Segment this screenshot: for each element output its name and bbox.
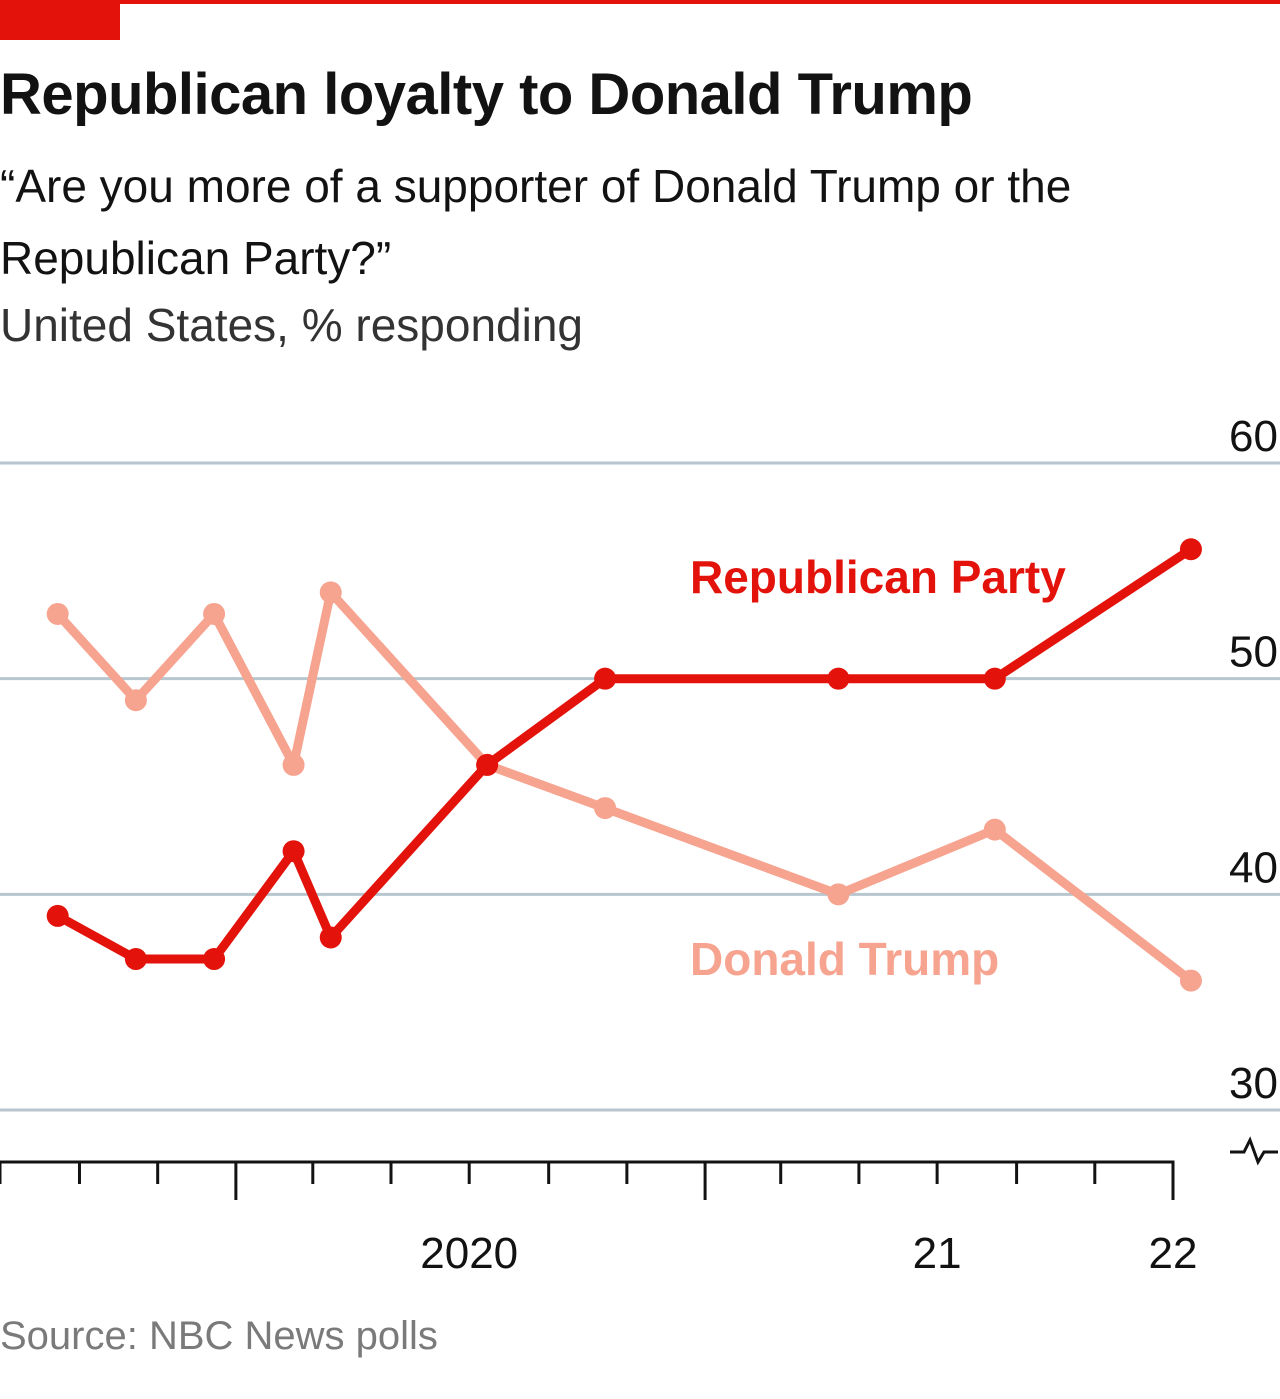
series-line-republican-party <box>53 544 1196 964</box>
data-point-republican-party <box>594 667 617 690</box>
y-axis-tick-labels: 30 40 50 60 <box>1229 412 1278 1166</box>
gridlines <box>0 461 1280 1112</box>
series-line-donald-trump <box>53 587 1196 986</box>
y-tick-label-60: 60 <box>1229 412 1278 461</box>
series-label-republican-party: Republican Party <box>690 551 1066 603</box>
series-lines <box>46 538 1202 992</box>
y-tick-label-40: 40 <box>1229 843 1278 892</box>
data-point-donald-trump <box>983 818 1006 841</box>
series-label-donald-trump: Donald Trump <box>690 933 999 985</box>
data-point-republican-party <box>46 904 69 927</box>
data-point-donald-trump <box>594 797 617 820</box>
data-point-republican-party <box>203 948 226 971</box>
data-point-donald-trump <box>124 689 147 712</box>
data-point-republican-party <box>1179 538 1202 561</box>
chart-title: Republican loyalty to Donald Trump <box>0 62 973 127</box>
data-point-republican-party <box>476 753 499 776</box>
x-tick-label-21: 21 <box>913 1229 962 1278</box>
chart-subtitle: “Are you more of a supporter of Donald T… <box>0 160 1072 284</box>
data-point-donald-trump <box>319 581 342 604</box>
data-point-republican-party <box>827 667 850 690</box>
data-point-republican-party <box>124 948 147 971</box>
data-point-donald-trump <box>1179 969 1202 992</box>
data-point-donald-trump <box>282 753 305 776</box>
y-tick-label-30: 30 <box>1229 1059 1278 1108</box>
line-chart: 30 40 50 60 2020 21 22 Republican Party Donald… <box>0 412 1280 1278</box>
data-point-republican-party <box>282 840 305 863</box>
top-red-tag <box>0 0 120 40</box>
data-point-republican-party <box>319 926 342 949</box>
x-tick-label-2020: 2020 <box>420 1229 518 1278</box>
x-tick-label-22: 22 <box>1149 1229 1198 1278</box>
top-red-rule <box>0 0 1280 4</box>
data-point-donald-trump <box>46 602 69 625</box>
data-point-donald-trump <box>203 602 226 625</box>
data-point-donald-trump <box>827 883 850 906</box>
chart-units: United States, % responding <box>0 299 584 351</box>
y-tick-label-50: 50 <box>1229 628 1278 677</box>
data-point-republican-party <box>983 667 1006 690</box>
axis-break-icon <box>1230 1136 1278 1166</box>
series-labels: Republican Party Donald Trump <box>690 551 1066 985</box>
source-note: Source: NBC News polls <box>0 1314 438 1358</box>
x-axis: 2020 21 22 <box>0 1160 1198 1278</box>
